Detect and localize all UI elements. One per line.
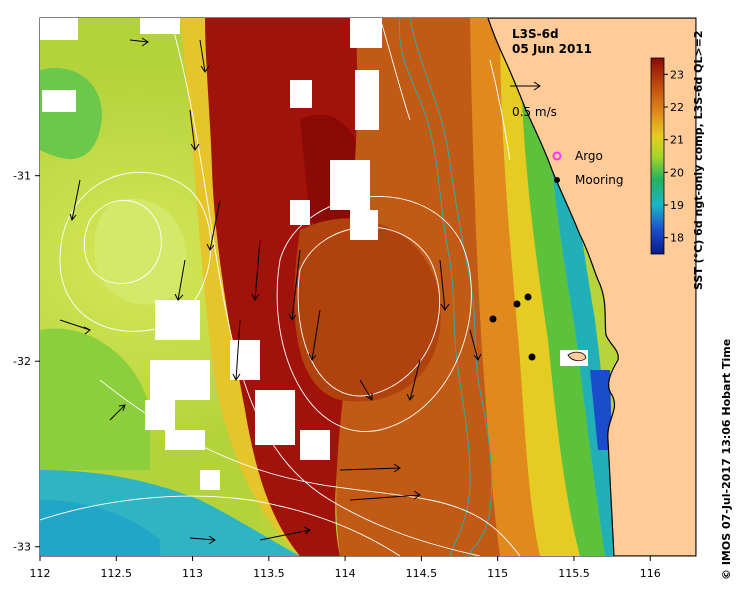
colorbar-label: SST (°C) 6d ngt-only comp, L3S-6d QL>=2 [692,30,705,290]
marker-legend: Argo Mooring [552,149,624,187]
mooring-markers [489,293,536,361]
argo-icon [552,151,562,161]
sst-field [40,18,696,556]
x-tick-label: 114.5 [406,567,438,580]
product-title: L3S-6d [512,27,559,41]
credit-label: © IMOS 07-Jul-2017 13:06 Hobart Time [720,339,733,580]
y-tick-label: -31 [13,170,31,183]
x-tick-label: 115.5 [558,567,590,580]
colorbar-tick-label: 18 [670,232,684,245]
legend-argo-label: Argo [575,149,603,163]
sst-contours [40,18,521,556]
colorbar-tick-label: 19 [670,199,684,212]
colorbar-tick-label: 20 [670,166,684,179]
colorbar-scale [650,57,665,255]
x-tick-label: 112 [30,567,51,580]
scale-arrow[interactable]: 0.5 m/s [510,81,557,119]
x-tick-label: 112.5 [101,567,133,580]
x-tick-label: 116 [640,567,661,580]
colorbar-tick-label: 21 [670,134,684,147]
y-tick-label: -33 [13,541,31,554]
colorbar-tick-label: 23 [670,68,684,81]
colorbar: 23 22 21 20 19 18 SST (°C) 6d ngt-only comp, … [650,30,705,290]
scale-arrow-label: 0.5 m/s [512,105,557,119]
y-axis: -31 -32 -33 [13,170,40,554]
x-tick-label: 114 [335,567,356,580]
isobath-lines [398,18,493,556]
colorbar-tick-label: 22 [670,101,684,114]
date-label: 05 Jun 2011 [512,42,592,56]
y-tick-label: -32 [13,355,31,368]
x-tick-label: 115 [487,567,508,580]
mooring-icon [554,177,560,183]
x-tick-label: 113 [182,567,203,580]
land-mass [487,18,696,556]
current-arrows [59,37,482,545]
x-axis: 112 112.5 113 113.5 114 114.5 115 115.5 116 [30,556,661,580]
x-tick-label: 113.5 [253,567,285,580]
legend-mooring-label: Mooring [575,173,624,187]
